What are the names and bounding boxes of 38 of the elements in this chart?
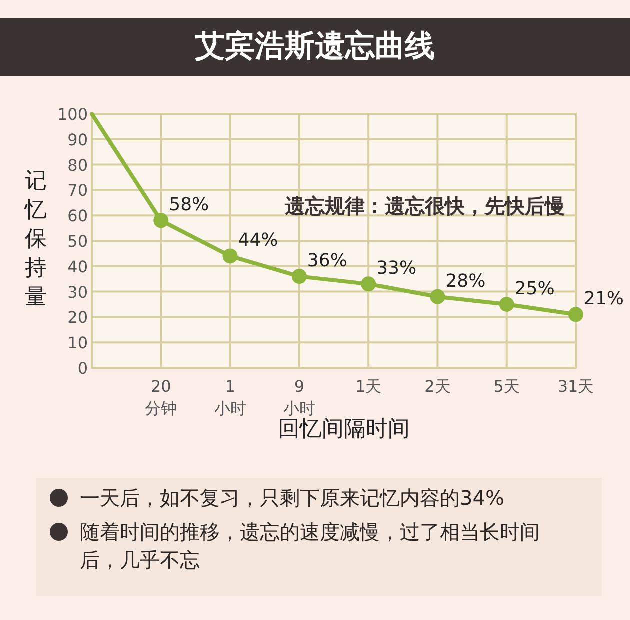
text: 一天后，如不复习，只剩下原来记忆内容的34% [80, 486, 504, 510]
y-axis-title: 记忆保持量 [24, 169, 47, 310]
point [499, 297, 514, 312]
text: 随着时间的推移，遗忘的速度减慢，过了相当长时间后，几乎不忘 [80, 520, 540, 572]
x-axis-title: 回忆间隔时间 [278, 417, 410, 442]
x-tick-label: 1天 [355, 377, 382, 396]
data-label: 33% [376, 258, 417, 280]
x-tick-label: 9 小时 [283, 377, 316, 418]
point [361, 276, 376, 292]
chart-title: 艾宾浩斯遗忘曲线 [0, 18, 630, 76]
data-label: 58% [169, 194, 210, 216]
point [568, 307, 584, 322]
y-tick-label: 30 [68, 282, 88, 302]
point [154, 213, 169, 228]
y-tick-label: 100 [57, 105, 88, 124]
x-tick-label: 20 分钟 [145, 377, 178, 418]
y-tick-label: 60 [68, 206, 88, 226]
y-tick-label: 80 [68, 156, 88, 175]
data-label: 44% [238, 230, 278, 252]
point [222, 248, 238, 264]
x-tick-label: 1 小时 [214, 377, 246, 418]
data-label: 36% [307, 250, 348, 272]
y-tick-label: 20 [68, 308, 88, 328]
y-tick-label: 50 [68, 232, 88, 251]
annotation: 遗忘规律：遗忘很快，先快后慢 [284, 194, 565, 218]
y-tick-label: 0 [78, 359, 88, 378]
data-label: 21% [584, 288, 624, 310]
y-tick-label: 40 [68, 257, 88, 276]
x-tick-label: 5天 [494, 377, 520, 396]
y-tick-label: 70 [68, 181, 88, 200]
data-label: 28% [446, 270, 486, 292]
x-tick-label: 31天 [558, 377, 594, 396]
point [430, 289, 446, 304]
data-label: 25% [514, 278, 555, 300]
x-tick-label: 2天 [424, 377, 451, 396]
point [292, 269, 307, 284]
y-tick-label: 10 [68, 334, 88, 353]
y-tick-label: 90 [68, 130, 88, 150]
